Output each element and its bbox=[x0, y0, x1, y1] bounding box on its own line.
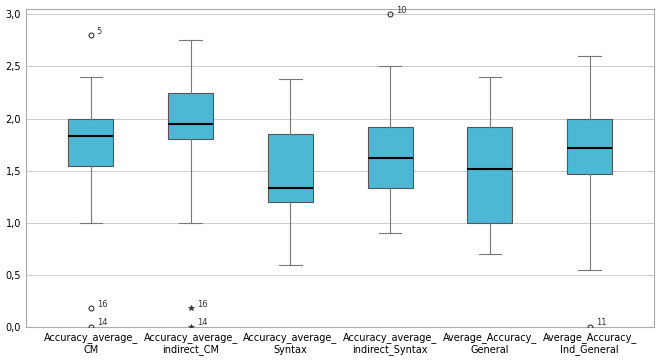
PathPatch shape bbox=[168, 92, 213, 139]
Text: 16: 16 bbox=[197, 300, 207, 309]
Text: 14: 14 bbox=[197, 318, 207, 327]
PathPatch shape bbox=[69, 119, 114, 166]
PathPatch shape bbox=[467, 127, 512, 223]
PathPatch shape bbox=[567, 119, 612, 174]
Text: 11: 11 bbox=[595, 318, 606, 327]
Text: 5: 5 bbox=[97, 27, 102, 35]
PathPatch shape bbox=[268, 134, 313, 202]
Text: 10: 10 bbox=[396, 6, 407, 15]
Text: 16: 16 bbox=[97, 300, 108, 309]
PathPatch shape bbox=[368, 127, 412, 188]
Text: 14: 14 bbox=[97, 318, 108, 327]
